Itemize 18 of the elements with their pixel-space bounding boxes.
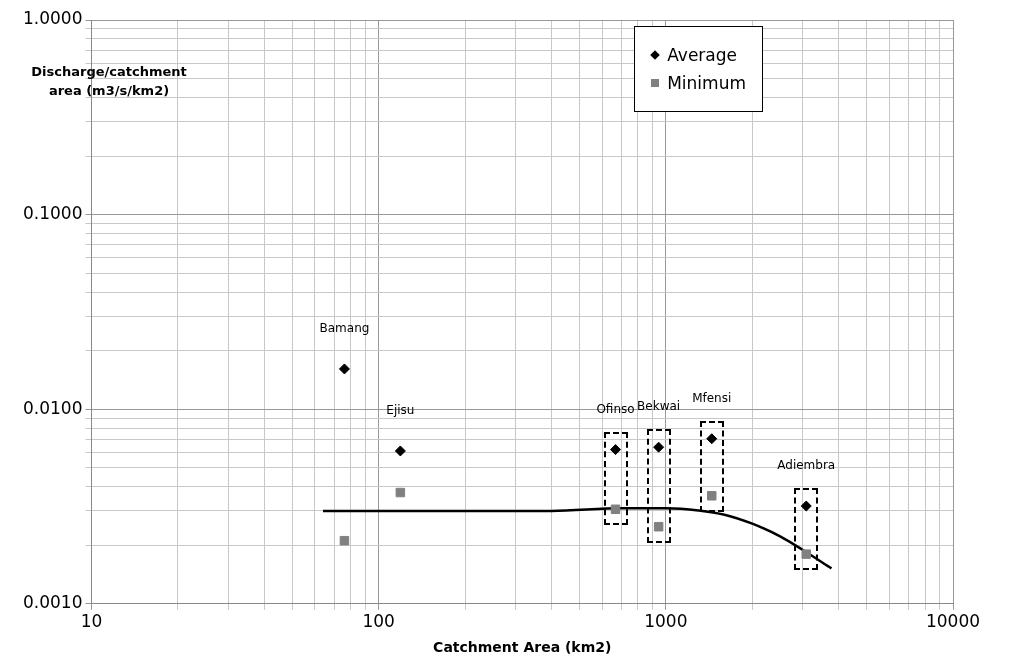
y-axis-title: Discharge/catchment area (m3/s/km2) bbox=[30, 63, 188, 100]
annotation: Ejisu bbox=[386, 403, 415, 418]
x-tick-label: 1000 bbox=[644, 611, 688, 632]
annotation: Mfensi bbox=[692, 390, 732, 405]
y-tick-label: 0.0010 bbox=[23, 592, 83, 613]
legend-label: Minimum bbox=[667, 73, 746, 93]
x-tick-label: 10 bbox=[80, 611, 103, 632]
y-tick-label: 0.1000 bbox=[23, 203, 83, 224]
legend-label: Average bbox=[667, 45, 738, 65]
x-tick-label: 100 bbox=[362, 611, 395, 632]
annotation: Bamang bbox=[319, 321, 370, 336]
annotation: Adiembra bbox=[777, 458, 836, 473]
annotation: Ofinso bbox=[596, 401, 635, 416]
annotation: Bekwai bbox=[637, 399, 681, 414]
y-tick-label: 0.0100 bbox=[23, 397, 83, 418]
x-axis-title: Catchment Area (km2) bbox=[433, 639, 612, 656]
x-tick-label: 10000 bbox=[925, 611, 981, 632]
y-tick-label: 1.0000 bbox=[23, 8, 83, 29]
